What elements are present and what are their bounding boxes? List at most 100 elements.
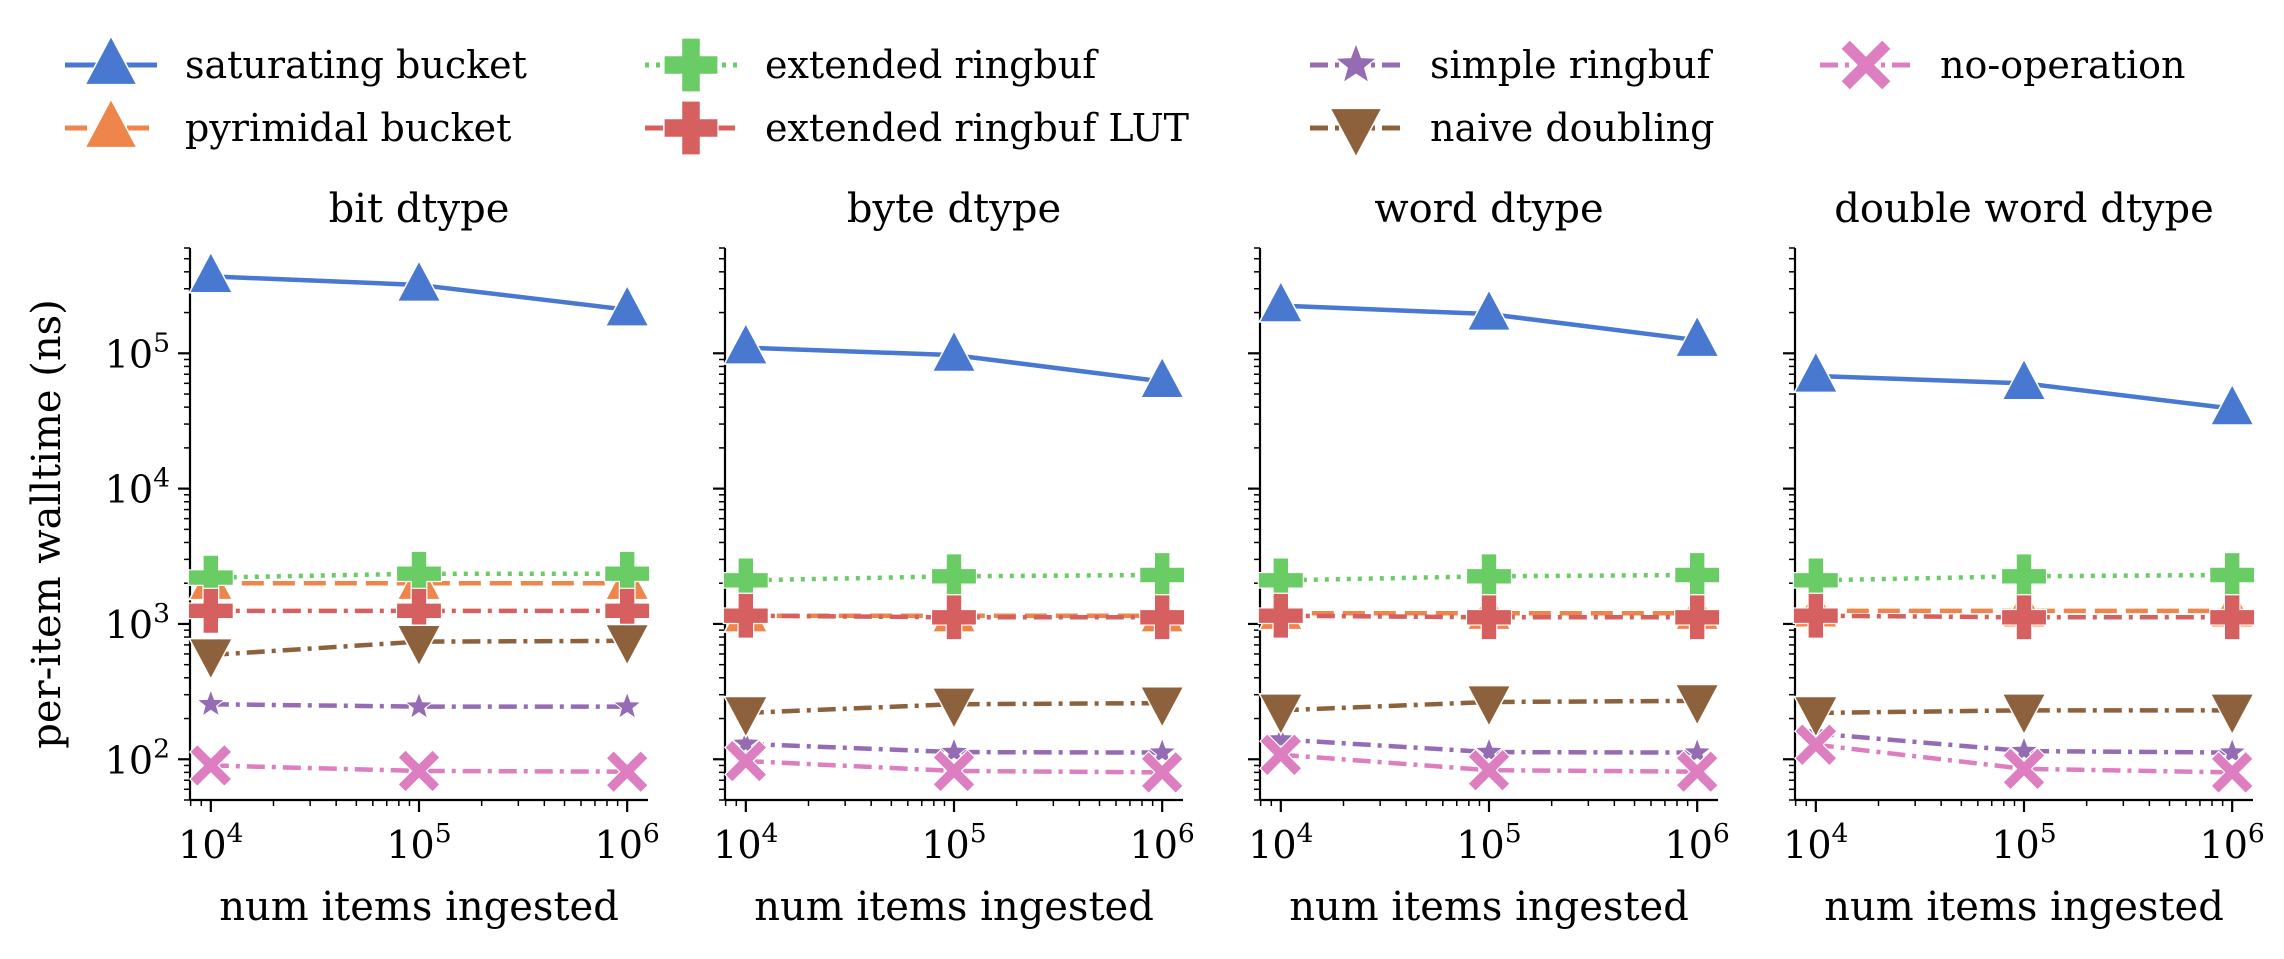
data-point <box>2001 357 2047 401</box>
x-tick-label: 106 <box>1665 818 1730 867</box>
data-point <box>2008 735 2040 764</box>
data-point <box>1466 288 1512 332</box>
data-point <box>1257 279 1304 323</box>
data-point <box>1674 594 1721 641</box>
data-point <box>1467 748 1511 793</box>
series-extended-ringbuf-lut <box>722 592 1186 641</box>
legend-entry: extended ringbuf <box>645 37 1099 93</box>
data-point <box>604 623 651 667</box>
x-axis-label: num items ingested <box>219 884 619 930</box>
data-point <box>722 695 769 739</box>
data-point <box>1674 551 1721 599</box>
data-point <box>730 728 761 757</box>
x-tick-label: 106 <box>1130 818 1195 867</box>
x-axis-label: num items ingested <box>1289 884 1689 930</box>
legend-label: simple ringbuf <box>1430 43 1714 87</box>
panel-title: word dtype <box>1374 186 1603 232</box>
legend-marker-star <box>1334 41 1378 84</box>
legend-entry: pyrimidal bucket <box>65 97 511 150</box>
data-point <box>397 749 441 793</box>
data-point <box>1675 749 1720 794</box>
legend-label: naive doubling <box>1430 106 1714 150</box>
data-point <box>195 688 226 718</box>
series-naive-doubling <box>1257 683 1721 737</box>
data-point <box>1139 355 1186 399</box>
x-tick-label: 104 <box>178 818 243 867</box>
data-point <box>1792 350 1839 394</box>
legend-label: pyrimidal bucket <box>185 106 511 150</box>
data-point <box>1473 736 1505 765</box>
data-point <box>188 743 233 788</box>
data-point <box>396 624 442 668</box>
panel-title: double word dtype <box>1834 186 2214 232</box>
panel-3: word dtype 104 105 106 num items ingested <box>1248 186 1730 930</box>
series-line <box>745 572 1163 583</box>
data-point <box>722 321 769 365</box>
data-point <box>931 329 977 373</box>
series-extended-ringbuf-lut <box>1257 592 1721 641</box>
data-point <box>2001 693 2047 737</box>
legend-entry: naive doubling <box>1310 106 1714 159</box>
data-point <box>938 736 970 765</box>
data-point <box>1257 592 1304 639</box>
data-point <box>1257 693 1304 737</box>
data-point <box>396 259 442 303</box>
legend-marker-triangle-up <box>83 34 139 86</box>
series-line <box>210 571 628 580</box>
data-point <box>2217 736 2248 766</box>
data-point <box>1674 314 1721 358</box>
legend-marker-plus <box>663 37 719 93</box>
x-axis-label: num items ingested <box>754 884 1154 930</box>
legend-marker-x <box>1839 38 1893 92</box>
data-point <box>1465 594 1513 641</box>
data-point <box>2000 553 2048 600</box>
data-point <box>2209 594 2256 641</box>
data-point <box>931 687 977 731</box>
legend-label: extended ringbuf LUT <box>765 106 1189 150</box>
data-point <box>722 592 769 639</box>
legend-marker-triangle-up <box>83 97 139 149</box>
x-tick-label: 106 <box>595 818 660 867</box>
data-point <box>1139 551 1186 599</box>
data-point <box>2210 750 2255 795</box>
x-axis-label: num items ingested <box>1824 884 2224 930</box>
panel-title: byte dtype <box>847 186 1061 232</box>
series-naive-doubling <box>187 623 651 681</box>
series-line <box>1815 572 2233 583</box>
data-point <box>187 587 234 634</box>
data-point <box>2209 382 2256 426</box>
legend-entry: no-operation <box>1820 38 2185 92</box>
data-point <box>403 690 435 720</box>
series-saturating-bucket <box>187 250 651 327</box>
data-point <box>1265 723 1296 753</box>
series-saturating-bucket <box>722 321 1186 399</box>
data-point <box>1139 594 1186 641</box>
data-point <box>1792 695 1839 739</box>
data-point <box>2209 693 2256 737</box>
data-point <box>1147 736 1178 766</box>
x-tick-label: 106 <box>2200 818 2265 867</box>
data-point <box>1139 685 1186 729</box>
legend-entry: saturating bucket <box>65 34 527 87</box>
data-point <box>2000 594 2048 641</box>
y-tick-label: 105 <box>105 327 170 376</box>
y-axis-label: per-item walltime (ns) <box>24 299 70 748</box>
x-tick-label: 105 <box>386 818 451 867</box>
x-tick-label: 104 <box>713 818 778 867</box>
series-no-operation <box>1793 722 2255 795</box>
legend-label: extended ringbuf <box>765 43 1099 87</box>
x-tick-label: 104 <box>1783 818 1848 867</box>
data-point <box>187 637 234 681</box>
series-line <box>1280 572 1698 583</box>
series-no-operation <box>1258 732 1720 794</box>
series-simple-ringbuf <box>195 688 643 720</box>
data-point <box>932 749 976 793</box>
series-naive-doubling <box>722 685 1186 739</box>
data-point <box>187 250 234 294</box>
panel-title: bit dtype <box>329 186 510 232</box>
x-tick-label: 105 <box>921 818 986 867</box>
series-saturating-bucket <box>1257 279 1721 358</box>
legend-label: saturating bucket <box>185 43 527 87</box>
data-point <box>604 283 651 327</box>
